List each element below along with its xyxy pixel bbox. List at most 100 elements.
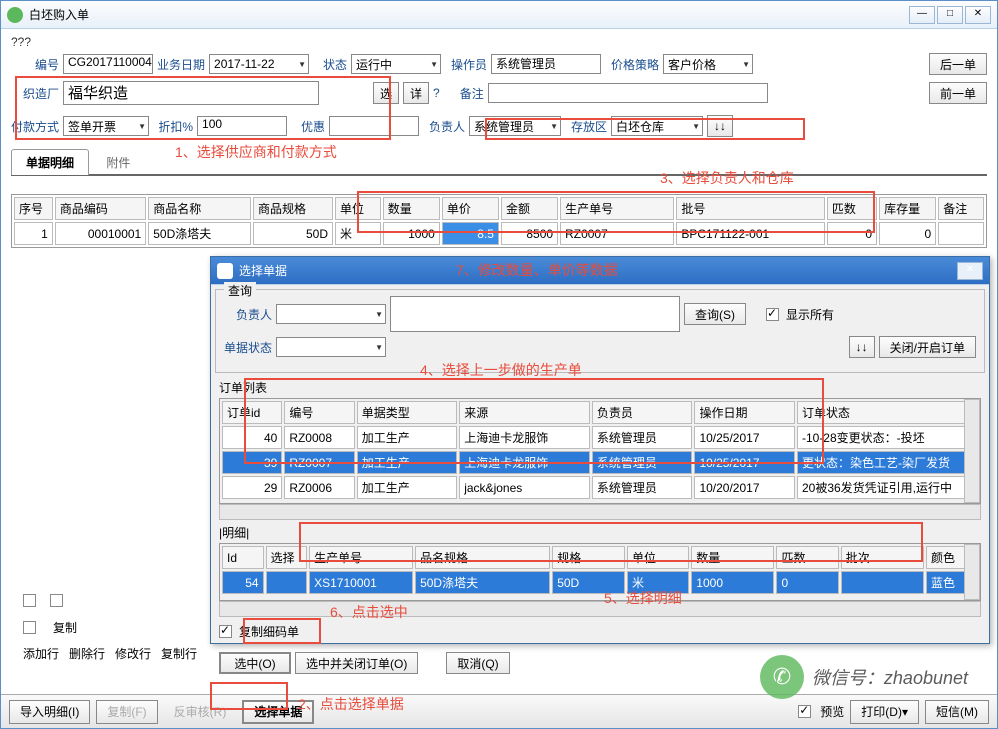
annotation-box-6 <box>243 618 321 644</box>
cell[interactable] <box>938 222 984 245</box>
cell[interactable]: 50D涤塔夫 <box>148 222 251 245</box>
dlg-resp-label: 负责人 <box>224 306 272 323</box>
sms-button[interactable]: 短信(M) <box>925 700 989 724</box>
col-header: 商品编码 <box>55 197 146 220</box>
query-fieldset: 查询 负责人 查询(S) 显示所有 单据状态 ↓↓ 关闭/开启订单 <box>215 289 985 373</box>
cell[interactable]: 1 <box>14 222 53 245</box>
copy-label: 复制 <box>53 619 77 636</box>
annotation-box-1 <box>15 76 391 140</box>
resp-label: 负责人 <box>423 118 465 135</box>
annotation-box-4 <box>244 378 824 464</box>
titlebar: 白坯购入单 — □ ✕ <box>1 1 997 29</box>
dialog-close-button[interactable]: ✕ <box>957 262 983 280</box>
okclose-button[interactable]: 选中并关闭订单(O) <box>295 652 418 674</box>
cell[interactable]: XS1710001 <box>309 571 413 594</box>
showall-label: 显示所有 <box>786 306 834 323</box>
delrow-link[interactable]: 删除行 <box>69 645 105 662</box>
annotation-box-5 <box>299 522 923 562</box>
dlg-search-input[interactable] <box>390 296 680 332</box>
cell[interactable]: 50D <box>253 222 333 245</box>
annotation-7: 7、修改数量、单价等数据 <box>456 260 618 280</box>
annotation-1: 1、选择供应商和付款方式 <box>175 142 337 162</box>
modrow-link[interactable]: 修改行 <box>115 645 151 662</box>
preview-checkbox[interactable] <box>798 705 811 718</box>
dialog-icon <box>217 263 233 279</box>
col-header: 备注 <box>938 197 984 220</box>
cell[interactable]: 54 <box>222 571 264 594</box>
annotation-box-7 <box>357 191 875 233</box>
annotation-5: 5、选择明细 <box>604 588 682 608</box>
price-label: 价格策略 <box>605 56 659 73</box>
dlg-state-label: 单据状态 <box>224 339 272 356</box>
dlg-resp-select[interactable] <box>276 304 386 324</box>
window-title: 白坯购入单 <box>29 6 909 23</box>
toggle-button[interactable]: 关闭/开启订单 <box>879 336 976 358</box>
memo-input[interactable] <box>488 83 768 103</box>
query-legend: 查询 <box>224 282 256 299</box>
ok-button[interactable]: 选中(O) <box>219 652 291 674</box>
hscrollbar[interactable] <box>219 504 981 520</box>
watermark-text: 微信号：zhaobunet <box>812 664 968 690</box>
no-label: 编号 <box>11 56 59 73</box>
dlg-sort-button[interactable]: ↓↓ <box>849 336 875 358</box>
vscrollbar2[interactable] <box>964 544 980 600</box>
state-label: 状态 <box>313 56 347 73</box>
import-button[interactable]: 导入明细(I) <box>9 700 90 724</box>
footer: 导入明细(I) 复制(F) 反审核(R) 选择单据 预览 打印(D) ▾ 短信(… <box>1 694 997 728</box>
annotation-6: 6、点击选中 <box>330 602 408 622</box>
cancel-button[interactable]: 取消(Q) <box>446 652 509 674</box>
next-button[interactable]: 后一单 <box>929 53 987 75</box>
minimize-button[interactable]: — <box>909 6 935 24</box>
price-select[interactable]: 客户价格 <box>663 54 753 74</box>
cell[interactable]: 0 <box>879 222 936 245</box>
maximize-button[interactable]: □ <box>937 6 963 24</box>
toolbar-hint: ??? <box>11 35 987 49</box>
date-select[interactable]: 2017-11-22 <box>209 54 309 74</box>
cell[interactable]: 1000 <box>691 571 774 594</box>
print-button[interactable]: 打印(D) ▾ <box>850 700 919 724</box>
annotation-2: 2、点击选择单据 <box>298 694 404 714</box>
showall-checkbox[interactable] <box>766 308 779 321</box>
tab-attach[interactable]: 附件 <box>92 150 144 175</box>
col-header: 订单状态 <box>797 401 978 424</box>
watermark: ✆ 微信号：zhaobunet <box>760 655 968 699</box>
state-select[interactable]: 运行中 <box>351 54 441 74</box>
help-link[interactable]: ? <box>433 86 440 100</box>
checkbox[interactable] <box>50 594 63 607</box>
prev-button[interactable]: 前一单 <box>929 82 987 104</box>
close-button[interactable]: ✕ <box>965 6 991 24</box>
cprow-link[interactable]: 复制行 <box>161 645 197 662</box>
detail-button[interactable]: 详 <box>403 82 429 104</box>
addrow-link[interactable]: 添加行 <box>23 645 59 662</box>
date-label: 业务日期 <box>157 56 205 73</box>
col-header: Id <box>222 546 264 569</box>
cell[interactable] <box>841 571 924 594</box>
op-input[interactable]: 系统管理员 <box>491 54 601 74</box>
cell[interactable] <box>266 571 308 594</box>
cell[interactable]: 50D涤塔夫 <box>415 571 550 594</box>
table-row[interactable]: 29RZ0006加工生产jack&jones系统管理员10/20/201720被… <box>222 476 978 499</box>
copycode-checkbox[interactable] <box>219 625 232 638</box>
cell[interactable]: 00010001 <box>55 222 146 245</box>
copy2-button: 复制(F) <box>96 700 157 724</box>
op-label: 操作员 <box>445 56 487 73</box>
copy-checkbox[interactable] <box>23 621 36 634</box>
col-header: 商品名称 <box>148 197 251 220</box>
col-header: 序号 <box>14 197 53 220</box>
preview-label: 预览 <box>820 703 844 720</box>
checkbox[interactable] <box>23 594 36 607</box>
annotation-3: 3、选择负责人和仓库 <box>660 168 794 188</box>
dlg-state-select[interactable] <box>276 337 386 357</box>
wechat-icon: ✆ <box>760 655 804 699</box>
annotation-4: 4、选择上一步做的生产单 <box>420 360 582 380</box>
cell[interactable]: 0 <box>776 571 838 594</box>
memo-label: 备注 <box>444 85 484 102</box>
col-header: 库存量 <box>879 197 936 220</box>
vscrollbar[interactable] <box>964 399 980 503</box>
annotation-box-3 <box>485 118 805 140</box>
search-button[interactable]: 查询(S) <box>684 303 746 325</box>
col-header: 商品规格 <box>253 197 333 220</box>
no-input[interactable]: CG2017110004 <box>63 54 153 74</box>
tab-detail[interactable]: 单据明细 <box>11 149 89 175</box>
app-icon <box>7 7 23 23</box>
